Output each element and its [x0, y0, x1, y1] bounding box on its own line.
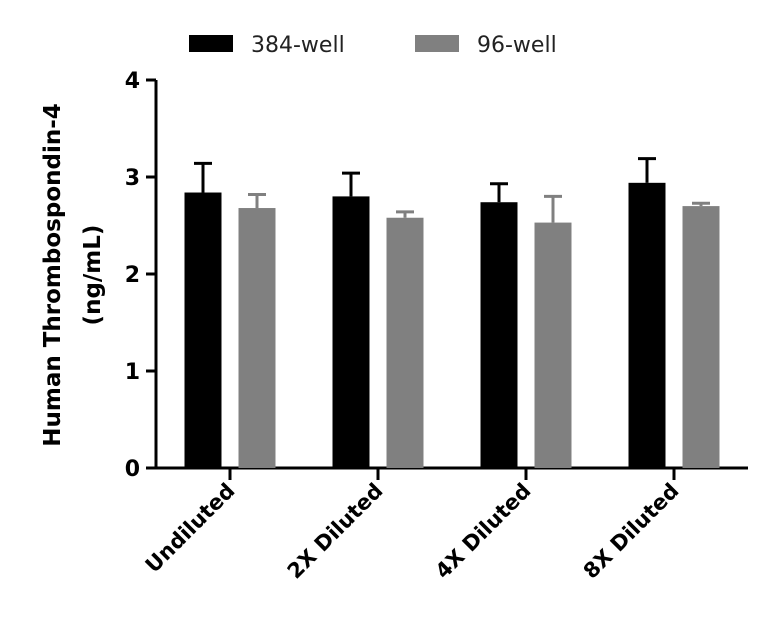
- bar: [628, 182, 666, 468]
- x-tick-label: 8X Diluted: [579, 479, 684, 584]
- legend-swatch-384-well: [189, 35, 233, 52]
- legend-swatch-96-well: [415, 35, 459, 52]
- legend-label-96-well: 96-well: [477, 33, 557, 58]
- bar: [682, 206, 720, 468]
- bar: [184, 192, 222, 468]
- bar: [386, 217, 424, 468]
- y-tick-label: 0: [125, 457, 140, 482]
- x-tick-label: 4X Diluted: [431, 479, 536, 584]
- y-axis-title-line2: (ng/mL): [80, 225, 106, 326]
- bar: [480, 202, 518, 468]
- legend-label-384-well: 384-well: [251, 33, 345, 58]
- y-tick-label: 1: [125, 360, 140, 385]
- y-tick-label: 4: [125, 69, 140, 94]
- x-axis: Undiluted 2X Diluted 4X Diluted 8X Diluted: [141, 466, 748, 584]
- legend: 384-well 96-well: [189, 33, 557, 58]
- y-axis: 0 1 2 3 4: [125, 69, 158, 482]
- bars: [184, 157, 720, 469]
- y-tick-label: 2: [125, 263, 140, 288]
- x-tick-label: 2X Diluted: [283, 479, 388, 584]
- bar: [332, 196, 370, 468]
- bar: [534, 222, 572, 468]
- x-tick-label: Undiluted: [141, 479, 240, 578]
- bar: [238, 208, 276, 469]
- y-tick-label: 3: [125, 166, 140, 191]
- y-axis-title: Human Thrombospondin-4 (ng/mL): [40, 103, 106, 447]
- y-axis-title-line1: Human Thrombospondin-4: [40, 103, 66, 447]
